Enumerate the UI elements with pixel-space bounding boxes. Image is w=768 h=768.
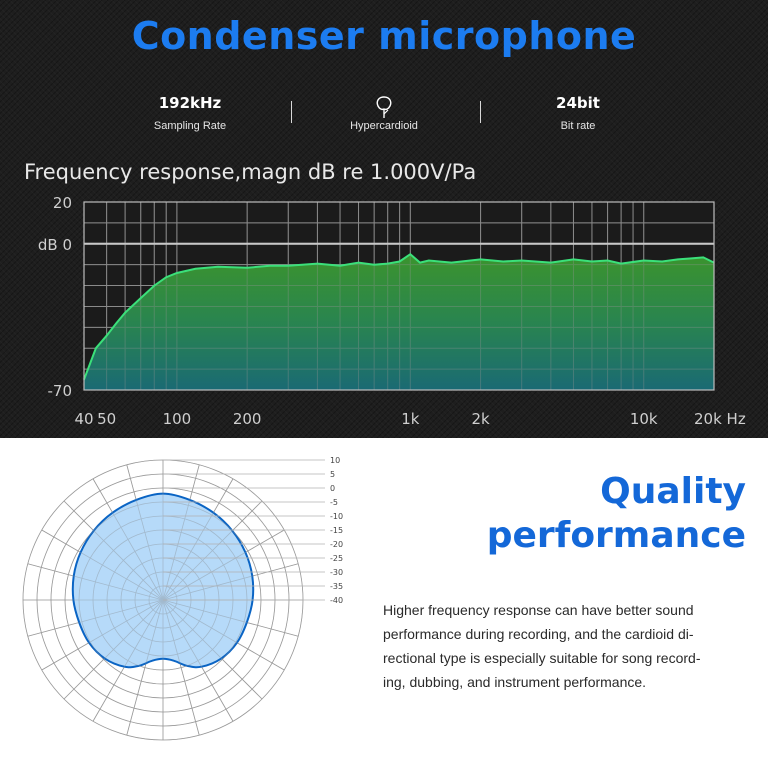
spec-polar-pattern: Hypercardioid — [304, 94, 464, 132]
spec-label: Bit rate — [560, 120, 596, 132]
spec-icon-wrap — [304, 94, 464, 118]
polar-pattern-shape — [71, 492, 255, 669]
x-tick-label: 20k Hz — [694, 410, 746, 428]
quality-heading-line1: Quality — [600, 471, 746, 512]
polar-scale-label: -35 — [330, 582, 343, 591]
description-line: ing, dubbing, and instrument performance… — [383, 674, 647, 690]
polar-spoke — [162, 599, 299, 637]
chart-frame — [83, 201, 715, 391]
y-tick-label: dB 0 — [38, 236, 72, 254]
x-tick-label: 100 — [163, 410, 192, 428]
quality-heading-line2: performance — [486, 515, 746, 556]
polar-scale-label: -10 — [330, 512, 343, 521]
polar-spoke — [41, 599, 164, 671]
polar-spoke — [41, 529, 164, 601]
x-tick-label: 2k — [471, 410, 490, 428]
polar-spoke — [162, 529, 285, 601]
polar-spoke — [126, 464, 164, 601]
polar-spoke — [92, 599, 164, 722]
x-tick-label: 40 — [74, 410, 93, 428]
page-title: Condenser microphone — [131, 14, 637, 58]
polar-spoke — [162, 464, 200, 601]
spec-value: 24bit — [556, 94, 600, 112]
dark-header-panel: Condenser microphone 192kHz Sampling Rat… — [0, 0, 768, 438]
polar-scale-label: -40 — [330, 596, 343, 605]
frequency-response-area — [84, 254, 714, 390]
spec-divider — [291, 101, 292, 123]
y-tick-label: 20 — [53, 194, 72, 212]
polar-spoke — [162, 599, 234, 722]
hypercardioid-icon — [376, 96, 392, 118]
spec-sampling-rate: 192kHz Sampling Rate — [110, 94, 270, 132]
polar-scale-label: 0 — [330, 484, 335, 493]
description-line: performance during recording, and the ca… — [383, 626, 694, 642]
frequency-response-line — [83, 252, 715, 380]
polar-scale-label: -5 — [330, 498, 338, 507]
polar-spoke — [63, 500, 164, 601]
quality-heading: Quality performance — [470, 470, 746, 558]
x-tick-label: 50 — [97, 410, 116, 428]
x-tick-label: 1k — [401, 410, 420, 428]
description-line: Higher frequency response can have bette… — [383, 602, 694, 618]
polar-spoke — [162, 599, 200, 736]
x-tick-label: 200 — [233, 410, 262, 428]
polar-scale-label: -25 — [330, 554, 343, 563]
polar-spoke — [162, 478, 234, 601]
y-tick-label: -70 — [48, 382, 73, 400]
polar-spoke — [162, 563, 299, 601]
frequency-chart-title: Frequency response,magn dB re 1.000V/Pa — [24, 160, 477, 184]
polar-spoke — [162, 599, 263, 700]
polar-scale-label: -30 — [330, 568, 343, 577]
spec-divider — [480, 101, 481, 123]
spec-label: Hypercardioid — [350, 120, 418, 132]
x-tick-label: 10k — [630, 410, 658, 428]
polar-spoke — [27, 599, 164, 637]
polar-scale-label: -20 — [330, 540, 343, 549]
polar-spoke — [63, 599, 164, 700]
spec-bit-rate: 24bit Bit rate — [498, 94, 658, 132]
polar-scale-label: -15 — [330, 526, 343, 535]
polar-scale-label: 5 — [330, 470, 335, 479]
polar-spoke — [162, 599, 285, 671]
quality-description: Higher frequency response can have bette… — [383, 598, 747, 694]
polar-spoke — [27, 563, 164, 601]
polar-spoke — [92, 478, 164, 601]
polar-spoke — [126, 599, 164, 736]
description-line: rectional type is especially suitable fo… — [383, 650, 701, 666]
polar-spoke — [162, 500, 263, 601]
spec-value: 192kHz — [158, 94, 222, 112]
polar-scale-label: 10 — [330, 456, 340, 465]
polar-pattern-chart: 10 5 0 -5 -10 -15 -20 -25 -30 -35 -40 — [22, 456, 343, 741]
spec-label: Sampling Rate — [153, 120, 227, 132]
